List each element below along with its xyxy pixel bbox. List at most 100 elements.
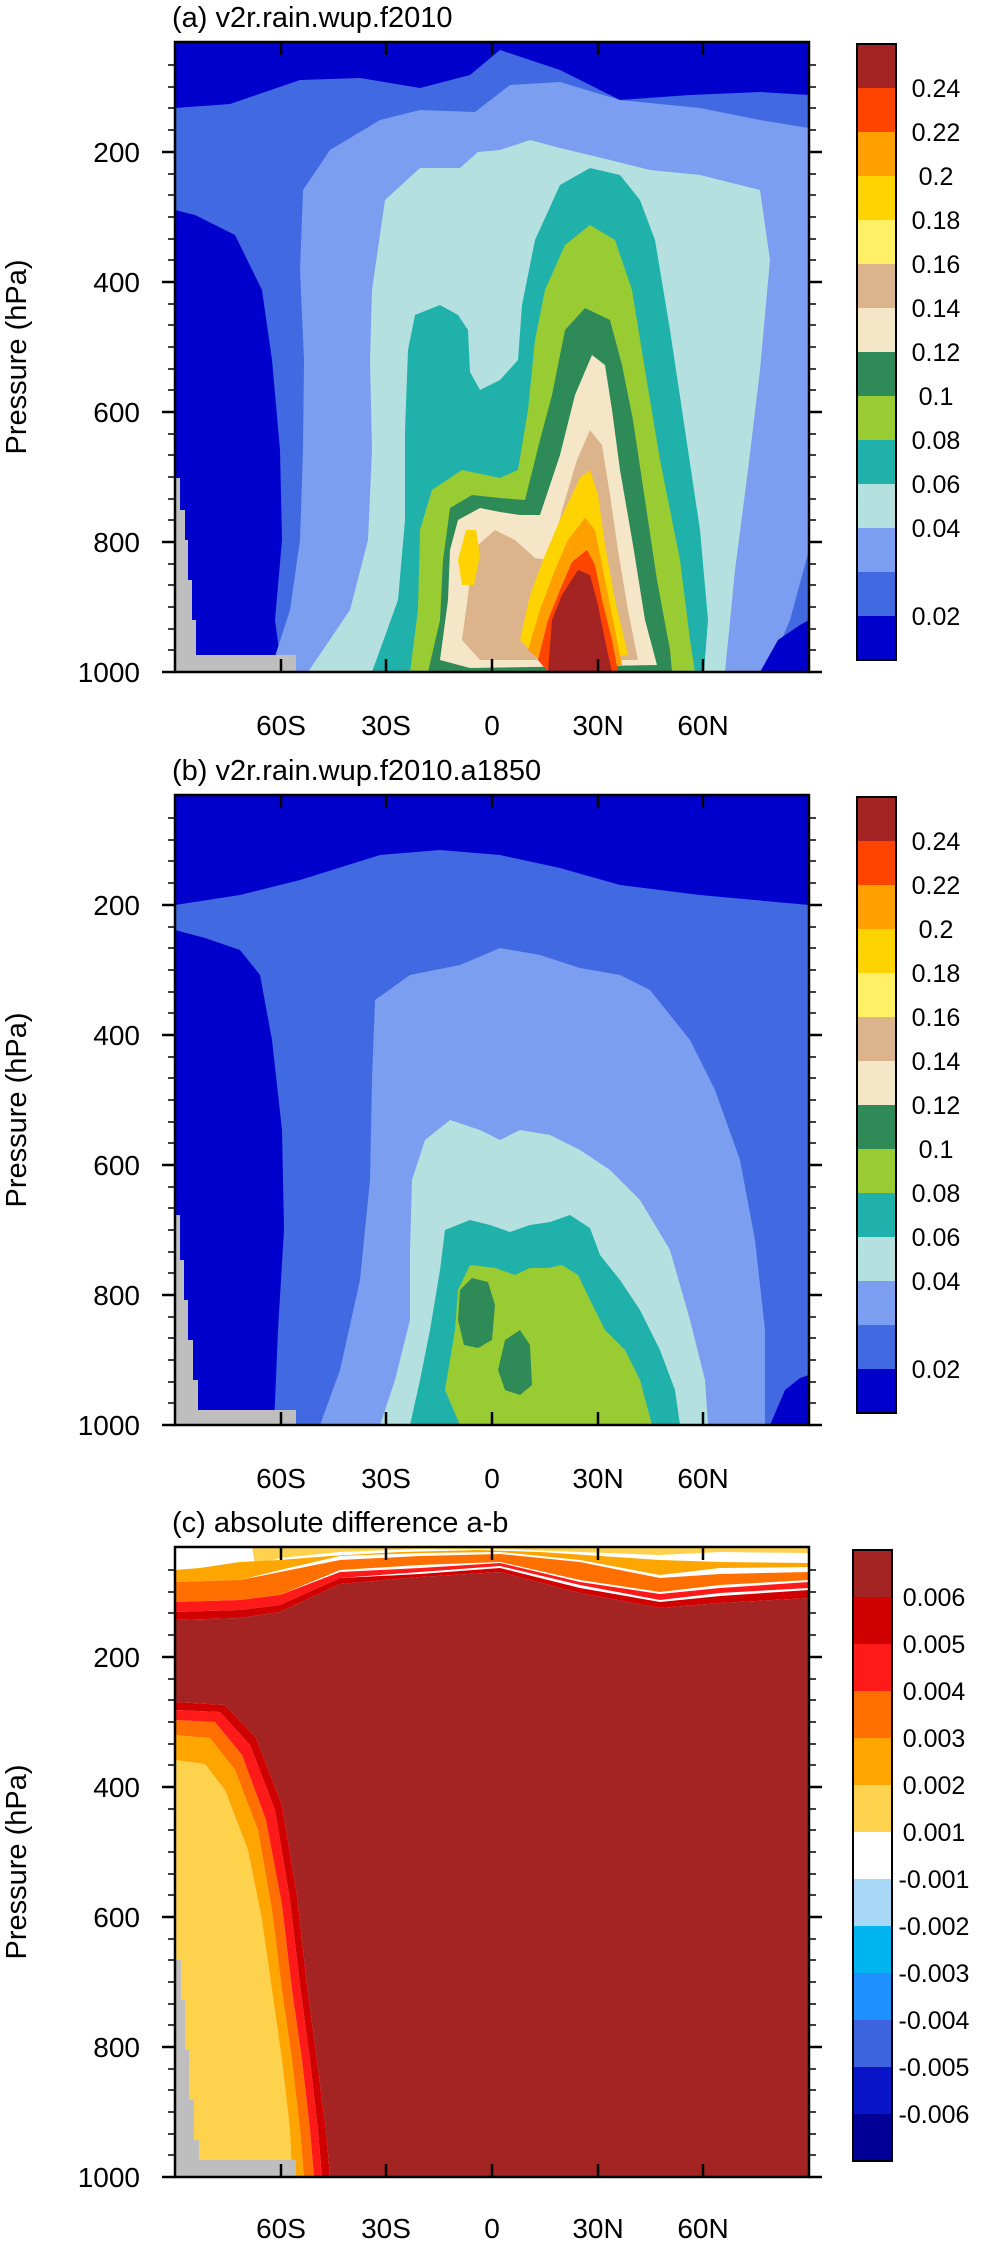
x-tick-labels: 60S 30S 0 30N 60N bbox=[256, 1463, 729, 1494]
y-tick-label: 600 bbox=[93, 1902, 140, 1933]
x-tick bbox=[279, 42, 705, 672]
y-tick-label: 1000 bbox=[78, 2162, 140, 2193]
colorbar-swatch bbox=[857, 132, 896, 176]
x-tick-label: 0 bbox=[484, 2213, 500, 2244]
colorbar-label: 0.004 bbox=[903, 1678, 966, 1706]
colorbar-label: 0.1 bbox=[919, 383, 954, 411]
panel-title: (b) v2r.rain.wup.f2010.a1850 bbox=[172, 755, 541, 787]
x-tick-label: 30S bbox=[361, 710, 411, 741]
colorbar-swatch bbox=[857, 220, 896, 264]
colorbar-swatch bbox=[857, 1105, 896, 1149]
colorbar-swatch bbox=[853, 1738, 892, 1785]
contour-band bbox=[458, 530, 480, 585]
colorbar-label: 0.06 bbox=[912, 471, 961, 499]
colorbar-label: 0.12 bbox=[912, 339, 961, 367]
colorbar-swatch bbox=[857, 176, 896, 220]
colorbar-swatch bbox=[853, 2020, 892, 2067]
y-tick bbox=[162, 150, 822, 674]
y-tick-label: 200 bbox=[93, 890, 140, 921]
panel-b: (b) v2r.rain.wup.f2010.a1850 Pressure (h… bbox=[1, 755, 960, 1494]
colorbar-swatch bbox=[857, 1017, 896, 1061]
colorbar-swatch bbox=[857, 1237, 896, 1281]
y-tick-label: 400 bbox=[93, 1772, 140, 1803]
colorbar-label: -0.004 bbox=[899, 2007, 970, 2035]
y-tick-label: 400 bbox=[93, 1020, 140, 1051]
colorbar-swatch bbox=[857, 308, 896, 352]
contour-field bbox=[175, 795, 809, 1425]
colorbar-swatch bbox=[857, 44, 896, 88]
colorbar-swatch bbox=[853, 1926, 892, 1973]
colorbar: 0.24 0.22 0.2 0.18 0.16 0.14 0.12 0.1 0.… bbox=[856, 796, 961, 1414]
colorbar-swatch bbox=[853, 1550, 892, 1597]
colorbar-label: 0.18 bbox=[912, 207, 961, 235]
missing-data bbox=[175, 478, 296, 672]
y-minor-ticks bbox=[168, 817, 816, 1404]
colorbar-swatch bbox=[853, 1785, 892, 1832]
y-tick-label: 1000 bbox=[78, 1410, 140, 1441]
x-tick-label: 60N bbox=[677, 710, 728, 741]
colorbar-label: 0.24 bbox=[912, 75, 961, 103]
colorbar-label: 0.02 bbox=[912, 1356, 961, 1384]
x-tick-label: 60S bbox=[256, 710, 306, 741]
colorbar: 0.006 0.005 0.004 0.003 0.002 0.001 -0.0… bbox=[852, 1549, 970, 2162]
y-tick-label: 200 bbox=[93, 137, 140, 168]
x-tick-label: 30N bbox=[572, 710, 623, 741]
colorbar-label: -0.005 bbox=[899, 2054, 970, 2082]
colorbar-label: 0.005 bbox=[903, 1631, 966, 1659]
x-tick-label: 30S bbox=[361, 1463, 411, 1494]
x-tick-label: 60N bbox=[677, 2213, 728, 2244]
panel-title: (a) v2r.rain.wup.f2010 bbox=[172, 2, 452, 34]
panel-a: (a) v2r.rain.wup.f2010 Pressure (hPa) bbox=[1, 2, 960, 741]
colorbar-label: -0.001 bbox=[899, 1866, 970, 1894]
colorbar-swatch bbox=[857, 88, 896, 132]
colorbar-swatch bbox=[857, 1325, 896, 1369]
y-axis-label: Pressure (hPa) bbox=[1, 259, 33, 454]
x-tick-label: 60N bbox=[677, 1463, 728, 1494]
contour-band bbox=[445, 1265, 652, 1425]
x-tick bbox=[279, 795, 705, 1425]
y-tick-label: 600 bbox=[93, 397, 140, 428]
colorbar-label: 0.22 bbox=[912, 872, 961, 900]
colorbar-swatch bbox=[853, 2067, 892, 2114]
colorbar-label: 0.14 bbox=[912, 295, 961, 323]
colorbar-swatch bbox=[857, 1193, 896, 1237]
missing-data bbox=[175, 1215, 296, 1425]
colorbar-label: 0.1 bbox=[919, 1136, 954, 1164]
colorbar-swatch bbox=[853, 1597, 892, 1644]
colorbar-label: 0.04 bbox=[912, 515, 961, 543]
x-tick-label: 30S bbox=[361, 2213, 411, 2244]
colorbar-swatch bbox=[857, 885, 896, 929]
colorbar-frame bbox=[856, 43, 897, 661]
contour-band bbox=[175, 1572, 809, 2177]
colorbar-swatch bbox=[853, 1973, 892, 2020]
colorbar-swatch bbox=[857, 352, 896, 396]
colorbar-swatch bbox=[857, 973, 896, 1017]
colorbar-swatch bbox=[857, 1149, 896, 1193]
colorbar-label: -0.002 bbox=[899, 1913, 970, 1941]
contour-band bbox=[458, 1278, 495, 1348]
colorbar-label: 0.003 bbox=[903, 1725, 966, 1753]
colorbar-label: 0.06 bbox=[912, 1224, 961, 1252]
colorbar: 0.24 0.22 0.2 0.18 0.16 0.14 0.12 0.1 0.… bbox=[856, 43, 961, 661]
x-tick-label: 30N bbox=[572, 2213, 623, 2244]
colorbar-label: 0.04 bbox=[912, 1268, 961, 1296]
colorbar-label: -0.006 bbox=[899, 2101, 970, 2129]
colorbar-swatch bbox=[857, 440, 896, 484]
colorbar-swatch bbox=[853, 1691, 892, 1738]
colorbar-swatch bbox=[857, 1369, 896, 1413]
y-tick-label: 800 bbox=[93, 1280, 140, 1311]
colorbar-label: 0.12 bbox=[912, 1092, 961, 1120]
y-tick-label: 400 bbox=[93, 267, 140, 298]
contour-field bbox=[175, 1547, 809, 2177]
colorbar-swatch bbox=[853, 1644, 892, 1691]
colorbar-label: 0.22 bbox=[912, 119, 961, 147]
x-tick-label: 30N bbox=[572, 1463, 623, 1494]
colorbar-swatch bbox=[857, 929, 896, 973]
y-tick bbox=[162, 1655, 822, 2179]
colorbar-swatch bbox=[853, 2114, 892, 2161]
colorbar-swatch bbox=[857, 1061, 896, 1105]
colorbar-label: 0.08 bbox=[912, 1180, 961, 1208]
x-tick-label: 60S bbox=[256, 2213, 306, 2244]
colorbar-swatch bbox=[853, 1832, 892, 1879]
